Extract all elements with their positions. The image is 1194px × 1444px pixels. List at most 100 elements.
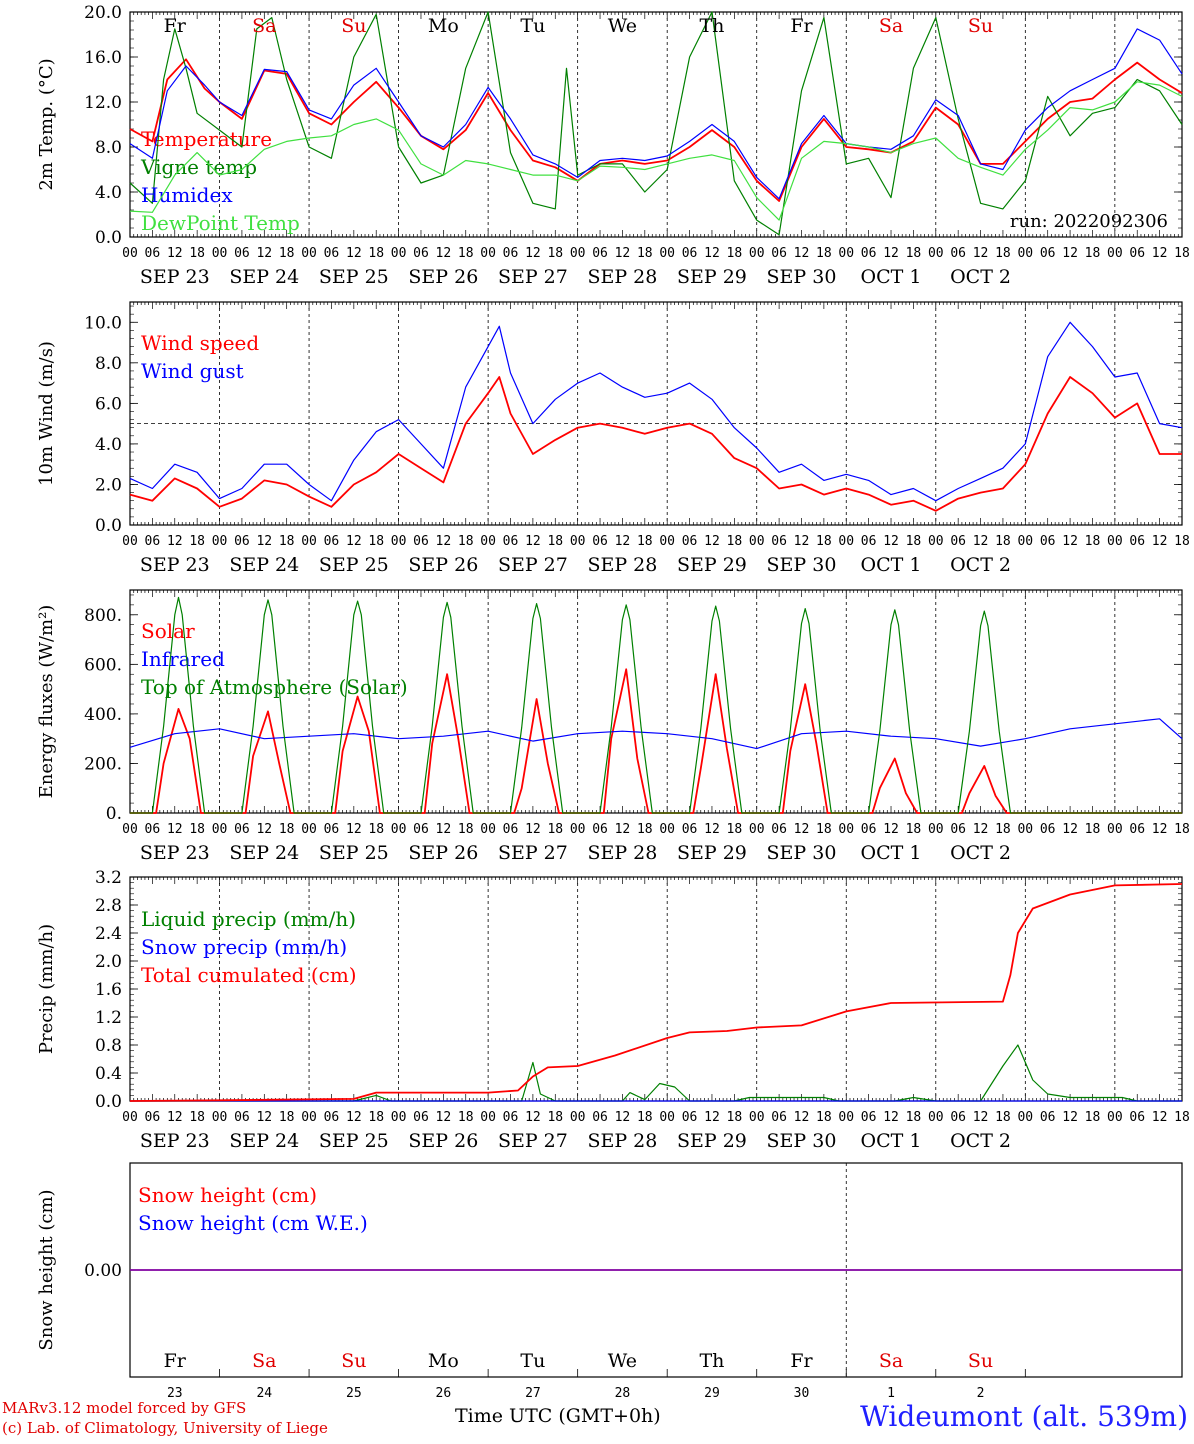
hour-tick-label: 18 [906,1110,922,1125]
hour-tick-label: 12 [704,534,720,549]
legend-entry: Vigne temp [140,155,257,179]
hour-tick-label: 06 [592,246,608,261]
y-axis-title: 10m Wind (m/s) [36,341,57,486]
legend-entry: Snow height (cm) [138,1183,317,1207]
hour-tick-label: 06 [503,822,519,837]
hour-tick-label: 00 [1107,822,1123,837]
y-tick-label: 10.0 [84,313,122,333]
hour-tick-label: 00 [749,822,765,837]
hour-tick-label: 18 [368,534,384,549]
date-label: SEP 27 [498,554,568,576]
hour-tick-label: 06 [234,1110,250,1125]
hour-tick-label: 00 [749,1110,765,1125]
y-tick-label: 3.2 [95,868,122,888]
station-name: Wideumont (alt. 539m) [860,1400,1188,1433]
hour-tick-label: 00 [928,246,944,261]
y-tick-label: 2.8 [95,896,122,916]
weekday-label: Tu [520,1350,545,1372]
hour-tick-label: 06 [234,246,250,261]
hour-tick-label: 18 [906,534,922,549]
legend-entry: Snow height (cm W.E.) [138,1211,368,1235]
hour-tick-label: 18 [189,246,205,261]
hour-tick-label: 18 [637,534,653,549]
hour-tick-label: 12 [615,1110,631,1125]
series-line [130,1044,1182,1102]
hour-tick-label: 00 [391,246,407,261]
weekday-label: We [608,15,637,37]
hour-tick-label: 00 [391,534,407,549]
hour-tick-label: 06 [771,1110,787,1125]
hour-tick-label: 18 [727,534,743,549]
day-number-label: 26 [436,1386,452,1401]
y-tick-label: 0. [106,804,122,824]
date-label: OCT 1 [861,842,922,864]
hour-tick-label: 12 [256,246,272,261]
hour-tick-label: 06 [682,1110,698,1125]
hour-tick-label: 00 [122,822,138,837]
hour-tick-label: 12 [346,246,362,261]
hour-tick-label: 00 [391,822,407,837]
credit-line-2: (c) Lab. of Climatology, University of L… [2,1419,328,1437]
hour-tick-label: 06 [324,1110,340,1125]
hour-tick-label: 12 [794,246,810,261]
day-number-label: 1 [887,1386,895,1401]
hour-tick-label: 06 [1129,246,1145,261]
hour-tick-label: 06 [413,822,429,837]
hour-tick-label: 00 [838,534,854,549]
hour-tick-label: 18 [189,534,205,549]
credit-line-1: MARv3.12 model forced by GFS [2,1399,247,1417]
hour-tick-label: 12 [346,822,362,837]
hour-tick-label: 12 [525,1110,541,1125]
y-tick-label: 2.4 [95,924,122,944]
hour-tick-label: 00 [928,822,944,837]
hour-tick-label: 00 [1017,534,1033,549]
date-label: SEP 26 [408,1130,478,1152]
weekday-label: Su [341,15,366,37]
legend-entry: Total cumulated (cm) [141,963,357,987]
date-label: OCT 2 [950,1130,1011,1152]
date-label: SEP 27 [498,842,568,864]
hour-tick-label: 18 [1174,822,1190,837]
hour-tick-label: 06 [1040,822,1056,837]
y-tick-label: 2.0 [95,475,122,495]
panel-frame [129,11,1183,238]
credits: MARv3.12 model forced by GFS (c) Lab. of… [2,1398,328,1438]
hour-tick-label: 06 [771,822,787,837]
hour-tick-label: 00 [749,246,765,261]
hour-tick-label: 00 [480,246,496,261]
hour-tick-label: 00 [659,246,675,261]
hour-tick-label: 00 [480,1110,496,1125]
hour-tick-label: 12 [167,822,183,837]
hour-tick-label: 06 [682,534,698,549]
hour-tick-label: 18 [458,1110,474,1125]
legend-entry: Infrared [141,647,225,671]
weekday-label: Fr [164,1350,187,1372]
hour-tick-label: 18 [458,822,474,837]
hour-tick-label: 18 [995,822,1011,837]
date-label: OCT 1 [861,1130,922,1152]
weekday-label: Mo [428,1350,459,1372]
hour-tick-label: 18 [1085,246,1101,261]
series-line [129,883,1183,1102]
y-tick-label: 6.0 [95,394,122,414]
hour-tick-label: 00 [301,246,317,261]
date-label: SEP 25 [319,266,389,288]
date-label: SEP 24 [229,842,299,864]
legend-entry: Top of Atmosphere (Solar) [141,675,408,699]
hour-tick-label: 18 [547,1110,563,1125]
hour-tick-label: 06 [861,1110,877,1125]
hour-tick-label: 00 [570,246,586,261]
date-label: OCT 1 [861,554,922,576]
day-number-label: 25 [346,1386,362,1401]
hour-tick-label: 12 [883,534,899,549]
hour-tick-label: 00 [122,246,138,261]
hour-tick-label: 18 [727,246,743,261]
panel-frame [129,589,1183,814]
hour-tick-label: 12 [1152,1110,1168,1125]
hour-tick-label: 12 [1152,822,1168,837]
hour-tick-label: 18 [637,822,653,837]
hour-tick-label: 06 [503,246,519,261]
hour-tick-label: 00 [301,534,317,549]
hour-tick-label: 00 [301,1110,317,1125]
date-label: SEP 30 [767,1130,837,1152]
